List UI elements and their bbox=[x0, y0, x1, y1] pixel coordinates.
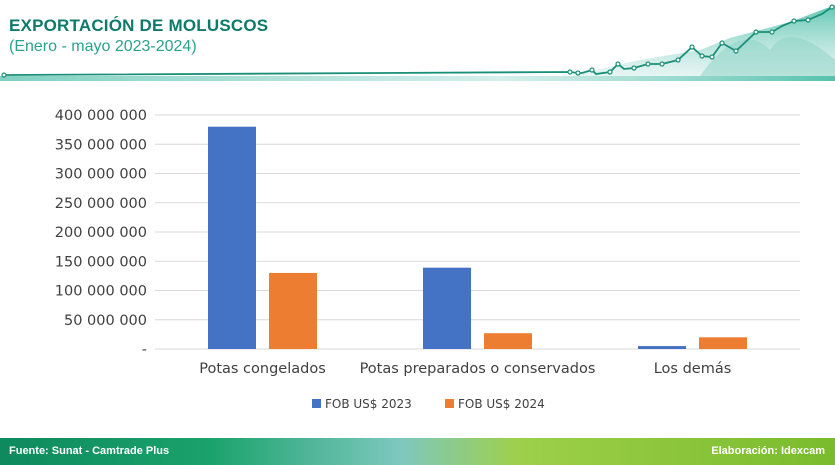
category-label: Potas preparados o conservados bbox=[360, 361, 596, 377]
bar-2023-1 bbox=[208, 126, 256, 349]
header-trend-decoration bbox=[0, 4, 835, 81]
footer-source: Fuente: Sunat - Camtrade Plus bbox=[9, 445, 170, 457]
y-tick-label: 200 000 000 bbox=[55, 225, 147, 241]
bar-2023-3 bbox=[638, 346, 686, 349]
y-axis-tick-labels: - 50 000 000 100 000 000 150 000 000 200 000… bbox=[55, 108, 147, 358]
footer-credit: Elaboración: Idexcam bbox=[711, 445, 825, 457]
category-label: Los demás bbox=[654, 361, 732, 377]
legend-label-2: FOB US$ 2024 bbox=[458, 397, 545, 411]
y-tick-label: - bbox=[142, 342, 147, 358]
bar-2024-3 bbox=[699, 337, 747, 349]
legend-swatch-2 bbox=[445, 399, 454, 408]
chart-gridlines bbox=[155, 114, 800, 350]
chart-legend: FOB US$ 2023 FOB US$ 2024 bbox=[312, 397, 545, 411]
page-subtitle: (Enero - mayo 2023-2024) bbox=[9, 38, 197, 55]
x-axis-category-labels: Potas congelados Potas preparados o conse… bbox=[199, 361, 731, 377]
y-tick-label: 250 000 000 bbox=[55, 196, 147, 212]
y-tick-label: 300 000 000 bbox=[55, 167, 147, 183]
y-tick-label: 400 000 000 bbox=[55, 108, 147, 124]
category-label: Potas congelados bbox=[199, 361, 326, 377]
y-tick-label: 100 000 000 bbox=[55, 284, 147, 300]
bar-2024-2 bbox=[484, 333, 532, 349]
bar-2024-1 bbox=[269, 272, 317, 349]
page-title: EXPORTACIÓN DE MOLUSCOS bbox=[9, 16, 269, 35]
bar-chart: - 50 000 000 100 000 000 150 000 000 200 000… bbox=[55, 108, 800, 411]
header: EXPORTACIÓN DE MOLUSCOS (Enero - mayo 20… bbox=[0, 0, 835, 90]
footer-bar: Fuente: Sunat - Camtrade Plus Elaboració… bbox=[0, 438, 835, 465]
legend-swatch-1 bbox=[312, 399, 321, 408]
y-tick-label: 50 000 000 bbox=[64, 313, 147, 329]
bar-2023-2 bbox=[423, 267, 471, 349]
y-tick-label: 150 000 000 bbox=[55, 254, 147, 270]
chart-bars bbox=[208, 126, 747, 349]
y-tick-label: 350 000 000 bbox=[55, 137, 147, 153]
legend-label-1: FOB US$ 2023 bbox=[325, 397, 412, 411]
